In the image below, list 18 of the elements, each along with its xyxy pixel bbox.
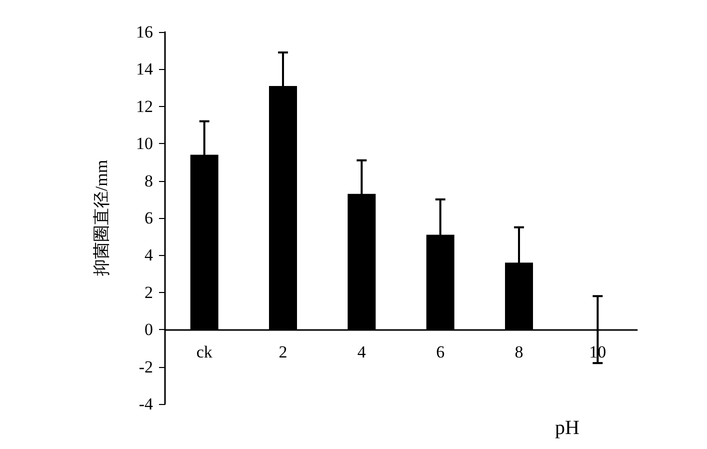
- y-tick-label: 10: [136, 134, 153, 154]
- x-tick-label: 8: [514, 342, 524, 362]
- y-tick-label: 8: [144, 171, 153, 190]
- y-axis-title: 抑菌圈直径/mm: [92, 160, 111, 276]
- y-tick-label: 6: [144, 208, 153, 228]
- x-tick-label: 2: [278, 342, 288, 362]
- y-tick-label: -4: [138, 394, 154, 414]
- y-tick-label: -2: [138, 357, 153, 376]
- y-tick-label: 0: [144, 320, 153, 340]
- y-tick-label: 2: [144, 282, 153, 302]
- x-tick-label: 6: [436, 342, 445, 362]
- y-tick-label: 12: [136, 96, 153, 116]
- x-tick-label: 4: [357, 342, 366, 362]
- y-tick-label: 4: [144, 246, 154, 265]
- y-tick-label: 16: [136, 22, 153, 42]
- y-tick-label: 14: [136, 60, 154, 79]
- x-axis-title: pH: [555, 417, 580, 439]
- x-tick-label: ck: [196, 342, 213, 362]
